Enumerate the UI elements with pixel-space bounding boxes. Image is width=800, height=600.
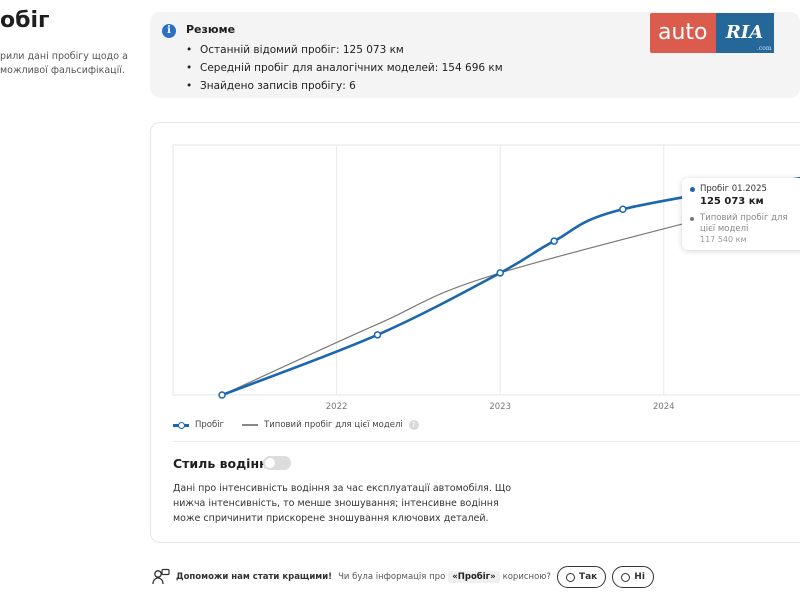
sad-icon [621, 572, 631, 582]
chart-tooltip: Пробіг 01.2025 125 073 км Типовий пробіг… [682, 178, 800, 250]
help-icon[interactable]: ? [408, 420, 419, 430]
feedback-person-icon [152, 568, 170, 585]
mileage-point [496, 269, 504, 277]
tooltip-value2: 117 540 км [700, 235, 747, 244]
driving-style-description: Дані про інтенсивність водіння за час ек… [173, 483, 512, 524]
mileage-chart[interactable]: 2022 2023 2024 [151, 123, 800, 423]
feedback-topic: «Пробіг» [448, 571, 500, 583]
tooltip-typical-dot [690, 217, 694, 221]
summary-title: Резюме [186, 23, 236, 36]
legend-typical-label: Типовий пробіг для цієї моделі [264, 420, 403, 430]
yes-label: Так [578, 572, 598, 582]
x-tick-label: 2022 [326, 402, 348, 412]
tooltip-label1: Пробіг 01.2025 [700, 184, 767, 194]
feedback-prompt: Допоможи нам стати кращими! [176, 572, 333, 582]
smile-icon [565, 572, 575, 582]
summary-item: Останній відомий пробіг: 125 073 км [184, 41, 503, 59]
logo-suffix: .com [756, 45, 772, 52]
tooltip-value1: 125 073 км [700, 196, 764, 207]
mileage-point [218, 391, 226, 399]
x-tick-label: 2024 [653, 402, 675, 412]
legend-mileage-label: Пробіг [195, 420, 225, 430]
x-tick-label: 2023 [489, 402, 511, 412]
summary-item: Знайдено записів пробігу: 6 [184, 77, 503, 95]
driving-style-title: Стиль водіння [173, 456, 276, 471]
info-icon: i [162, 24, 176, 38]
logo-auto-text: auto [650, 13, 716, 53]
driving-style-toggle[interactable] [263, 456, 291, 470]
feedback-yes-button[interactable]: Так [556, 566, 607, 588]
toggle-knob [265, 458, 275, 468]
mileage-point [373, 331, 382, 339]
feedback-question: Чи була інформація про [338, 572, 446, 582]
logo-ria-text: RIA .com [715, 13, 774, 53]
autoria-logo[interactable]: auto RIA .com [650, 13, 774, 53]
chart-legend: Пробіг Типовий пробіг для цієї моделі ? [173, 420, 419, 430]
mileage-point [619, 205, 627, 213]
logo-ria-label: RIA [725, 22, 764, 43]
tooltip-label2: Типовий пробіг для цієї моделі [700, 213, 788, 234]
no-label: Ні [634, 572, 645, 582]
legend-typical-marker [242, 424, 259, 426]
summary-list: Останній відомий пробіг: 125 073 км Сере… [184, 41, 503, 95]
mileage-chart-card: 2022 2023 2024 Пробіг 01.2025 125 073 км Т… [150, 122, 800, 543]
divider [173, 441, 800, 442]
feedback-bar: Допоможи нам стати кращими! Чи була інфо… [152, 565, 654, 589]
feedback-no-button[interactable]: Ні [612, 566, 654, 588]
feedback-question-end: корисною? [502, 572, 551, 582]
summary-item: Середній пробіг для аналогічних моделей:… [184, 59, 503, 77]
tooltip-mileage-dot [690, 186, 695, 192]
page-description: рили дані пробігу щодо а можливої фальси… [0, 51, 128, 76]
legend-mileage-marker [173, 421, 189, 429]
mileage-point [550, 237, 558, 245]
page-title: обіг [0, 8, 50, 33]
